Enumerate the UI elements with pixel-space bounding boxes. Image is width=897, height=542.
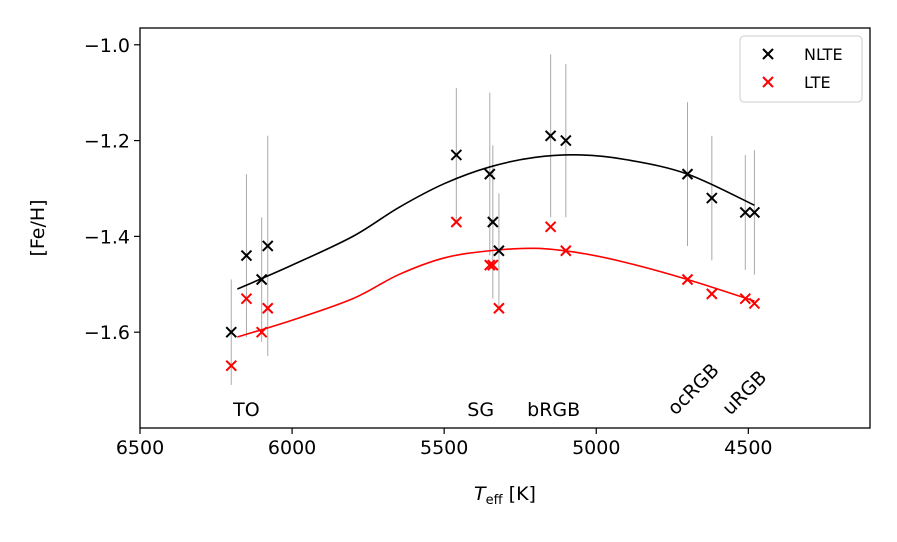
marker-stroke [450,149,463,161]
y-axis-label: [Fe/H] [27,199,49,256]
point-lte [262,302,274,314]
marker-stroke [262,240,274,252]
point-lte [544,221,557,233]
marker-stroke [762,76,774,88]
marker-stroke [748,297,761,310]
axes-frame [139,27,871,429]
marker-stroke [748,206,761,219]
fit-curve-nlte [237,154,755,290]
marker-stroke [262,302,274,314]
point-nlte [706,192,718,204]
point-nlte [493,245,505,257]
marker-stroke [487,216,499,228]
point-lte [739,292,751,305]
marker-stroke [225,360,237,372]
marker-stroke [762,48,774,60]
marker-stroke [560,245,572,257]
x-tick-label: 6000 [268,437,316,459]
marker-stroke [225,326,237,338]
x-tick-label: 4500 [724,437,772,459]
marker-stroke [681,168,694,180]
point-nlte [240,249,253,262]
point-nlte [544,130,557,142]
legend-marker-nlte [762,48,774,60]
y-tick-label: −1.0 [84,35,130,57]
legend-label-nlte: NLTE [804,45,843,64]
point-lte [450,216,463,228]
legend-box [739,35,863,103]
x-axis: 6500 6000 5500 5000 4500 [116,428,773,459]
data-points [225,130,761,372]
marker-stroke [681,273,694,286]
annotation-label: uRGB [718,367,771,420]
marker-stroke [739,292,751,305]
marker-stroke [255,326,268,338]
point-lte [560,245,572,257]
marker-stroke [487,259,499,271]
point-nlte [681,168,694,180]
y-axis: −1.0 −1.2 −1.4 −1.6 [84,35,140,344]
fit-curves [237,154,755,338]
marker-stroke [739,206,751,219]
point-lte [487,259,499,271]
x-tick-label: 6500 [116,437,164,459]
point-nlte [487,216,499,228]
marker-stroke [493,245,505,257]
y-tick-label: −1.2 [84,131,130,153]
legend-marker-lte [762,76,774,88]
point-lte [225,360,237,372]
point-nlte [225,326,237,338]
legend-label-lte: LTE [804,73,831,92]
annotation-label: ocRGB [663,359,723,419]
point-lte [484,259,496,271]
annotation-label: SG [467,399,494,421]
legend: NLTE LTE [739,35,863,103]
marker-stroke [544,130,557,142]
marker-stroke [706,192,718,204]
point-nlte [484,168,496,180]
point-lte [493,302,505,314]
point-nlte [748,206,761,219]
marker-stroke [484,259,496,271]
marker-stroke [255,273,268,286]
marker-stroke [493,302,505,314]
marker-stroke [240,249,253,262]
point-lte [706,288,718,300]
x-tick-label: 5000 [572,437,620,459]
point-lte [255,326,268,338]
x-axis-label: Teff [K] [474,483,536,508]
point-nlte [450,149,463,161]
point-nlte [739,206,751,219]
point-nlte [262,240,274,252]
error-bars [230,54,755,385]
point-lte [681,273,694,286]
fit-curve-lte [237,247,755,338]
point-lte [240,292,253,305]
marker-stroke [706,288,718,300]
annotation-label: TO [232,399,260,421]
y-tick-label: −1.6 [84,322,130,344]
marker-stroke [544,221,557,233]
marker-stroke [450,216,463,228]
marker-stroke [560,134,572,147]
marker-stroke [484,168,496,180]
annotation-label: bRGB [527,399,580,421]
point-nlte [560,134,572,147]
point-nlte [255,273,268,286]
marker-stroke [240,292,253,305]
point-lte [748,297,761,310]
y-tick-label: −1.4 [84,226,130,248]
x-tick-label: 5500 [420,437,468,459]
